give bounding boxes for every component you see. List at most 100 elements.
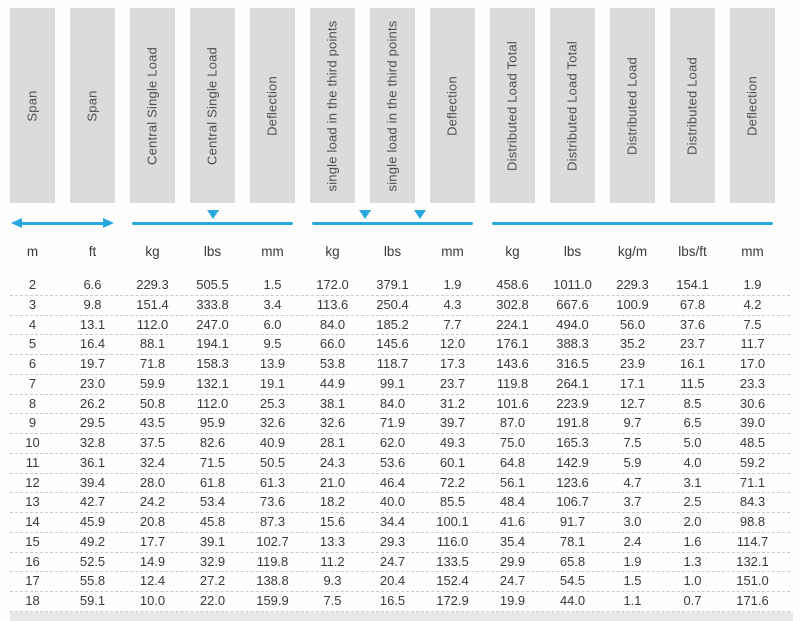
table-cell: 17.3: [439, 356, 466, 371]
table-cell: 4.3: [443, 296, 462, 312]
table-cell: 48.4: [499, 494, 526, 510]
table-cell: 172.9: [436, 593, 469, 608]
table-cell: 37.6: [679, 316, 706, 332]
table-cell: 24.7: [499, 573, 526, 589]
load-point-triangle-icon: [206, 210, 219, 219]
column-header-1: Span: [10, 8, 55, 203]
table-cell: 35.4: [499, 533, 526, 549]
table-cell: 23.3: [739, 375, 766, 391]
table-row: 15 49.2 17.7 39.1 102.7 13.3 29.3 116.0 35.4 78.1…: [10, 533, 790, 553]
table-cell: 62.0: [379, 435, 406, 450]
table-cell: 39.1: [199, 533, 226, 549]
column-header-label: Distributed Load: [624, 56, 640, 155]
column-header-label: Span: [84, 89, 100, 122]
table-cell: 1.0: [683, 573, 702, 589]
header-row: Span Span Central Single Load Central Singl…: [10, 8, 790, 203]
table-cell: 53.8: [319, 356, 346, 371]
table-cell: 2.4: [623, 533, 642, 549]
table-row: 8 26.2 50.8 112.0 25.3 38.1 84.0 31.2 101.6 223.9…: [10, 395, 790, 415]
column-header-13: Deflection: [730, 8, 775, 203]
column-header-12: Distributed Load: [670, 8, 715, 203]
unit-label-8: mm: [441, 244, 464, 259]
table-cell: 22.0: [199, 593, 226, 608]
table-cell: 7.5: [323, 593, 342, 608]
table-cell: 71.1: [739, 474, 766, 490]
table-cell: 12: [25, 474, 40, 490]
table-cell: 52.5: [79, 553, 106, 569]
table-cell: 6: [28, 356, 37, 371]
table-cell: 48.5: [739, 435, 766, 450]
table-cell: 45.9: [79, 514, 106, 529]
table-cell: 17.0: [739, 356, 766, 371]
unit-label-10: lbs: [563, 244, 582, 259]
load-point-triangle-icon: [414, 210, 427, 219]
table-cell: 32.6: [259, 415, 286, 431]
table-cell: 112.0: [136, 316, 169, 332]
table-cell: 7.7: [443, 316, 462, 332]
table-cell: 5.0: [683, 435, 702, 450]
table-cell: 25.3: [259, 395, 286, 411]
table-cell: 18: [25, 593, 40, 608]
table-cell: 247.0: [196, 316, 229, 332]
table-cell: 158.3: [196, 356, 229, 371]
distributed-load-indicator: [490, 203, 775, 237]
column-header-3: Central Single Load: [130, 8, 175, 203]
table-cell: 229.3: [136, 277, 169, 292]
table-cell: 2.5: [683, 494, 702, 510]
table-cell: 32.6: [319, 415, 346, 431]
table-cell: 2.0: [683, 514, 702, 529]
table-cell: 11.2: [320, 553, 345, 569]
column-header-5: Deflection: [250, 8, 295, 203]
table-cell: 138.8: [256, 573, 289, 589]
table-cell: 100.1: [436, 514, 469, 529]
table-cell: 84.0: [379, 395, 406, 411]
table-cell: 379.1: [376, 277, 409, 292]
table-cell: 14.9: [139, 553, 166, 569]
table-cell: 114.7: [736, 533, 769, 549]
table-cell: 13.9: [259, 356, 286, 371]
table-cell: 316.5: [556, 356, 589, 371]
table-cell: 84.3: [739, 494, 766, 510]
table-cell: 32.9: [199, 553, 226, 569]
table-cell: 4.2: [743, 296, 762, 312]
table-cell: 1.9: [443, 277, 462, 292]
table-cell: 7.5: [743, 316, 762, 332]
table-cell: 151.4: [136, 296, 169, 312]
table-cell: 60.1: [439, 454, 466, 470]
column-header-label: Central Single Load: [144, 46, 160, 165]
table-cell: 71.5: [199, 454, 226, 470]
table-cell: 119.8: [256, 553, 289, 569]
table-cell: 19.7: [79, 356, 106, 371]
column-header-8: Deflection: [430, 8, 475, 203]
table-cell: 30.6: [739, 395, 766, 411]
table-cell: 16.5: [379, 593, 406, 608]
table-cell: 5.9: [623, 454, 642, 470]
unit-label-2: ft: [88, 244, 97, 259]
table-cell: 32.8: [79, 435, 106, 450]
table-cell: 154.1: [676, 277, 709, 292]
table-cell: 44.9: [319, 375, 346, 391]
table-row: 14 45.9 20.8 45.8 87.3 15.6 34.4 100.1 41.6 91.7 3…: [10, 513, 790, 533]
table-cell: 10.0: [139, 593, 166, 608]
column-header-label: single load in the third points: [384, 20, 400, 191]
table-cell: 9.5: [263, 336, 282, 352]
table-cell: 7.5: [623, 435, 642, 450]
table-cell: 101.6: [496, 395, 529, 411]
table-cell: 151.0: [736, 573, 769, 589]
table-cell: 11: [25, 454, 40, 470]
column-header-2: Span: [70, 8, 115, 203]
table-cell: 40.9: [259, 435, 286, 450]
table-cell: 4: [28, 316, 37, 332]
table-cell: 3.4: [263, 296, 282, 312]
table-cell: 264.1: [556, 375, 589, 391]
table-cell: 16.4: [79, 336, 106, 352]
table-cell: 56.1: [499, 474, 526, 490]
distributed-load-line: [492, 222, 773, 225]
column-header-label: Deflection: [264, 75, 280, 136]
table-cell: 1.5: [263, 277, 282, 292]
table-cell: 20.8: [139, 514, 166, 529]
bottom-gray-strip: [10, 612, 793, 621]
table-cell: 82.6: [199, 435, 226, 450]
table-cell: 1.5: [623, 573, 642, 589]
